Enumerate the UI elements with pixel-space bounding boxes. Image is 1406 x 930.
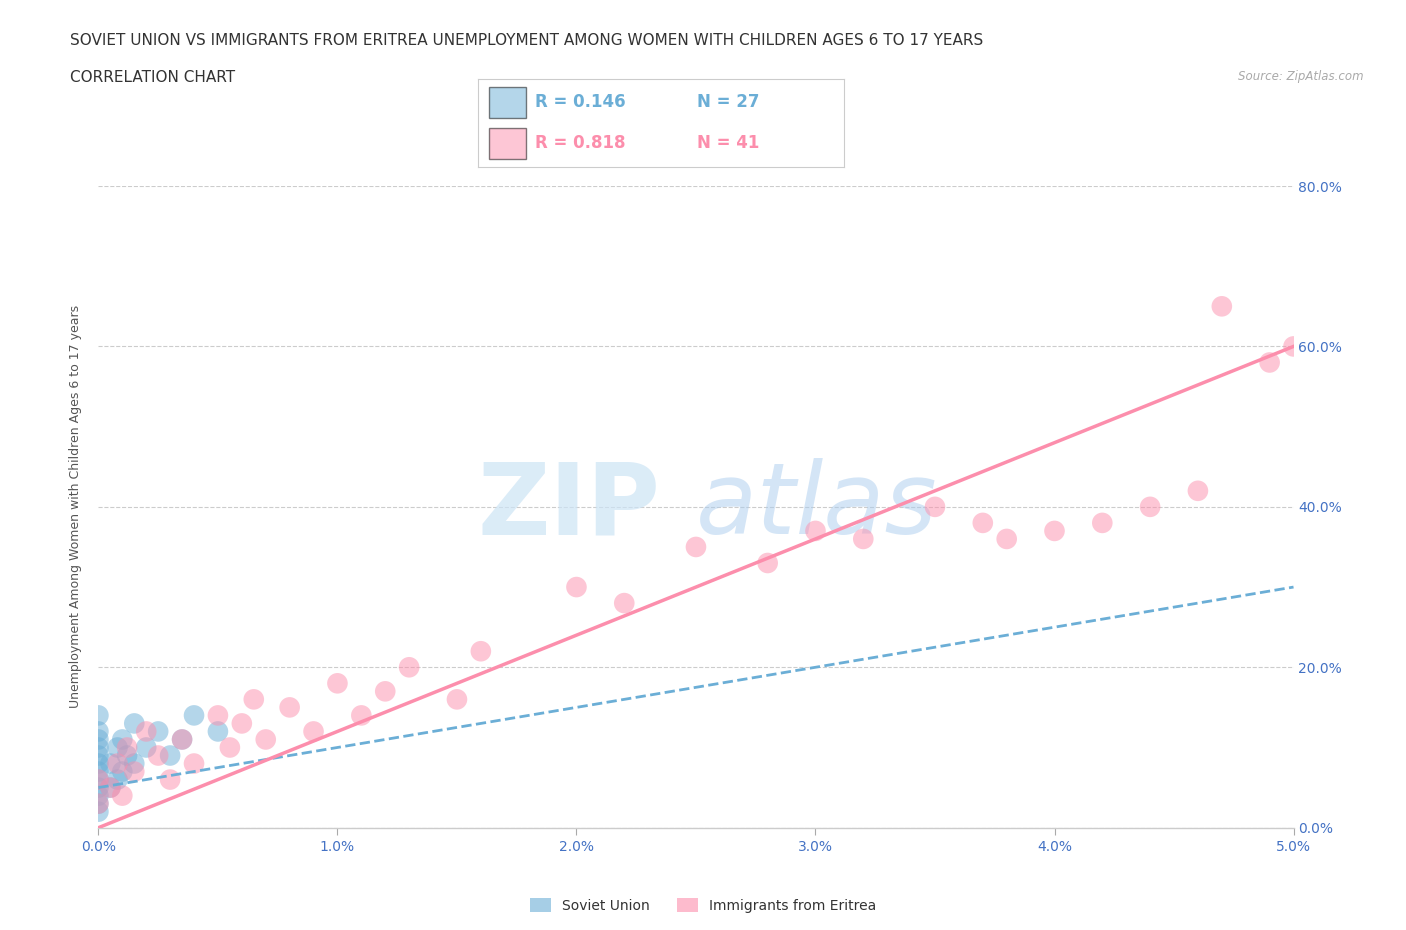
Point	[278, 700, 301, 715]
Point	[350, 708, 373, 723]
Point	[135, 740, 157, 755]
Point	[995, 532, 1018, 547]
Point	[613, 596, 636, 611]
Point	[148, 724, 170, 738]
FancyBboxPatch shape	[489, 87, 526, 118]
Point	[115, 748, 138, 763]
Point	[804, 524, 827, 538]
Point	[87, 796, 110, 811]
Point	[565, 579, 588, 594]
Point	[852, 532, 875, 547]
Point	[111, 789, 134, 804]
Point	[124, 716, 146, 731]
Point	[972, 515, 994, 530]
Point	[87, 789, 110, 804]
Point	[302, 724, 325, 738]
Point	[685, 539, 707, 554]
Text: N = 41: N = 41	[697, 134, 759, 153]
Point	[1139, 499, 1161, 514]
Point	[1211, 299, 1233, 313]
Point	[87, 740, 110, 755]
Point	[100, 756, 122, 771]
Point	[87, 796, 110, 811]
Point	[111, 764, 134, 779]
Point	[87, 756, 110, 771]
Point	[100, 780, 122, 795]
Point	[159, 748, 181, 763]
Point	[107, 772, 129, 787]
Point	[183, 708, 205, 723]
Point	[172, 732, 194, 747]
Point	[756, 555, 779, 570]
Point	[87, 724, 110, 738]
Text: R = 0.818: R = 0.818	[534, 134, 626, 153]
Point	[1091, 515, 1114, 530]
Legend: Soviet Union, Immigrants from Eritrea: Soviet Union, Immigrants from Eritrea	[524, 893, 882, 919]
Point	[183, 756, 205, 771]
Point	[470, 644, 492, 658]
Text: R = 0.146: R = 0.146	[534, 93, 626, 112]
Point	[159, 772, 181, 787]
Point	[87, 804, 110, 819]
Point	[446, 692, 468, 707]
Y-axis label: Unemployment Among Women with Children Ages 6 to 17 years: Unemployment Among Women with Children A…	[69, 305, 83, 709]
Point	[374, 684, 396, 698]
Point	[219, 740, 242, 755]
Text: N = 27: N = 27	[697, 93, 759, 112]
Point	[124, 764, 146, 779]
Point	[1282, 339, 1305, 354]
Point	[115, 740, 138, 755]
Point	[207, 708, 229, 723]
Point	[100, 780, 122, 795]
Text: ZIP: ZIP	[477, 458, 661, 555]
Point	[87, 748, 110, 763]
Text: CORRELATION CHART: CORRELATION CHART	[70, 70, 235, 85]
Point	[87, 764, 110, 779]
Point	[87, 772, 110, 787]
Point	[107, 756, 129, 771]
Point	[172, 732, 194, 747]
Point	[1187, 484, 1209, 498]
Point	[148, 748, 170, 763]
Point	[107, 740, 129, 755]
Text: atlas: atlas	[696, 458, 938, 555]
FancyBboxPatch shape	[489, 127, 526, 159]
Point	[924, 499, 946, 514]
Point	[124, 756, 146, 771]
Text: SOVIET UNION VS IMMIGRANTS FROM ERITREA UNEMPLOYMENT AMONG WOMEN WITH CHILDREN A: SOVIET UNION VS IMMIGRANTS FROM ERITREA …	[70, 33, 984, 47]
Point	[398, 660, 420, 675]
Point	[231, 716, 253, 731]
Point	[1043, 524, 1066, 538]
Point	[87, 732, 110, 747]
Point	[87, 708, 110, 723]
Point	[207, 724, 229, 738]
Point	[135, 724, 157, 738]
Point	[87, 772, 110, 787]
Text: Source: ZipAtlas.com: Source: ZipAtlas.com	[1239, 70, 1364, 83]
Point	[111, 732, 134, 747]
Point	[87, 780, 110, 795]
Point	[243, 692, 266, 707]
Point	[254, 732, 277, 747]
Point	[1258, 355, 1281, 370]
Point	[326, 676, 349, 691]
